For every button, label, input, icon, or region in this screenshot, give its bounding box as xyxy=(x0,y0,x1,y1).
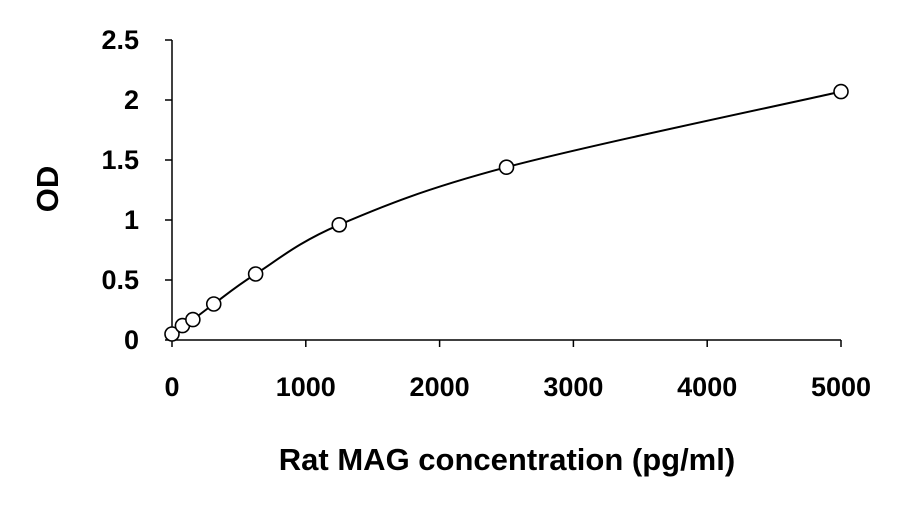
y-tick-label: 2 xyxy=(124,85,139,115)
axes xyxy=(165,39,842,347)
data-point xyxy=(164,326,180,342)
y-tick-label: 1.5 xyxy=(101,145,139,175)
fitted-curve-layer xyxy=(171,90,842,335)
y-axis-label: OD xyxy=(30,166,65,213)
x-axis-label: Rat MAG concentration (pg/ml) xyxy=(279,442,735,477)
x-tick-label: 1000 xyxy=(276,372,336,402)
x-tick-label: 5000 xyxy=(811,372,871,402)
tick-labels: 0 0.5 1 1.5 2 2.5 0 1000 2000 3000 4000 5000 xyxy=(101,25,871,402)
y-tick-label: 1 xyxy=(124,205,139,235)
data-point xyxy=(498,159,515,175)
x-tick-label: 2000 xyxy=(410,372,470,402)
x-tick-label: 4000 xyxy=(677,372,737,402)
data-point xyxy=(833,83,849,100)
x-tick-label: 3000 xyxy=(543,372,603,402)
data-point xyxy=(331,217,348,233)
data-points xyxy=(164,83,849,342)
y-tick-label: 0 xyxy=(124,325,139,355)
x-tick-label: 0 xyxy=(164,372,179,402)
data-point xyxy=(247,266,264,282)
y-tick-label: 0.5 xyxy=(101,265,139,295)
fitted-curve xyxy=(171,90,842,335)
data-point xyxy=(185,311,201,328)
y-tick-label: 2.5 xyxy=(101,25,139,55)
data-point xyxy=(205,296,222,312)
